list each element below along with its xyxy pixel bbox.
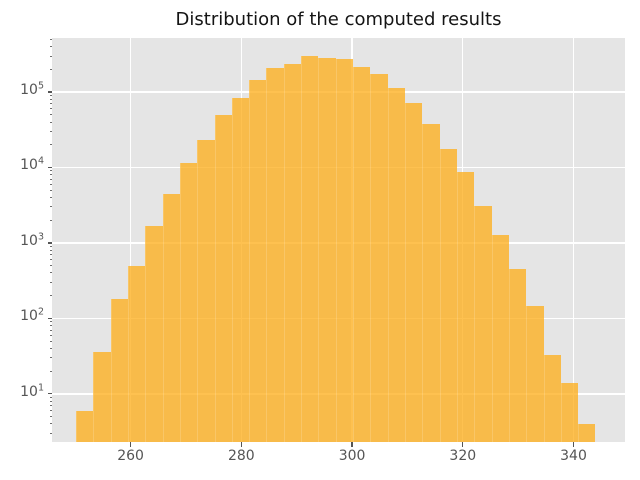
y-minor-tick xyxy=(49,170,52,172)
y-minor-tick xyxy=(49,347,52,349)
histogram-bar xyxy=(266,67,284,442)
x-major-tick xyxy=(130,442,132,447)
histogram-bar xyxy=(249,80,267,442)
histogram-bar xyxy=(526,305,544,442)
x-tick-label: 320 xyxy=(449,448,477,464)
x-tick-label: 300 xyxy=(338,448,366,464)
y-minor-tick xyxy=(49,272,52,274)
histogram-bar xyxy=(179,163,198,442)
y-minor-tick xyxy=(49,357,52,359)
histogram-bar xyxy=(439,149,457,442)
histogram-bar xyxy=(231,98,250,442)
x-gridline xyxy=(129,38,132,442)
histogram-bar xyxy=(93,351,111,442)
y-minor-tick xyxy=(49,329,52,331)
y-minor-tick xyxy=(49,410,52,412)
y-tick-label: 101 xyxy=(20,382,44,400)
histogram-bar xyxy=(318,58,336,442)
y-minor-tick xyxy=(49,295,52,297)
y-minor-tick xyxy=(49,121,52,123)
y-minor-tick xyxy=(49,174,52,176)
y-minor-tick xyxy=(49,114,52,116)
y-minor-tick xyxy=(49,206,52,208)
x-gridline xyxy=(572,38,575,442)
y-minor-tick xyxy=(49,259,52,261)
y-major-tick xyxy=(47,166,52,169)
histogram-bar xyxy=(543,354,561,442)
y-minor-tick xyxy=(49,265,52,267)
y-tick-label: 103 xyxy=(20,231,44,249)
y-major-tick xyxy=(47,91,52,93)
y-minor-tick xyxy=(49,321,52,323)
x-tick-label: 260 xyxy=(117,448,144,464)
y-tick-label: 105 xyxy=(20,80,44,99)
x-major-tick xyxy=(351,442,353,447)
histogram-bar xyxy=(422,124,440,442)
y-major-tick xyxy=(47,393,52,395)
y-minor-tick xyxy=(49,189,52,191)
histogram-bar xyxy=(405,103,423,442)
x-tick-label: 340 xyxy=(560,448,587,464)
y-tick-label: 104 xyxy=(20,155,44,174)
x-major-tick xyxy=(240,442,242,447)
histogram-bar xyxy=(214,114,232,442)
x-major-tick xyxy=(462,442,464,447)
histogram-bar xyxy=(387,88,405,442)
y-minor-tick xyxy=(49,103,52,105)
y-minor-tick xyxy=(49,400,52,402)
y-minor-tick xyxy=(49,46,52,48)
histogram-bar xyxy=(508,269,527,442)
histogram-bar xyxy=(145,226,163,442)
y-minor-tick xyxy=(49,334,52,336)
y-minor-tick xyxy=(49,197,52,198)
y-minor-tick xyxy=(49,249,52,251)
plot-area xyxy=(52,38,625,442)
y-minor-tick xyxy=(49,405,52,407)
y-minor-tick xyxy=(49,55,52,57)
histogram-bar xyxy=(127,265,146,442)
y-minor-tick xyxy=(49,38,52,40)
chart-title: Distribution of the computed results xyxy=(175,9,502,30)
histogram-bar xyxy=(301,56,319,442)
histogram-bar xyxy=(335,58,354,442)
histogram-bar xyxy=(491,234,509,442)
y-minor-tick xyxy=(49,183,52,185)
histogram-bar xyxy=(110,299,128,442)
y-minor-tick xyxy=(49,94,52,96)
histogram-bar xyxy=(578,423,596,442)
y-minor-tick xyxy=(49,370,52,372)
y-minor-tick xyxy=(49,432,52,434)
x-tick-label: 280 xyxy=(227,448,255,464)
histogram-bar xyxy=(162,193,180,442)
y-minor-tick xyxy=(49,396,52,398)
y-minor-tick xyxy=(49,98,52,100)
y-minor-tick xyxy=(49,423,52,425)
y-minor-tick xyxy=(49,178,52,180)
histogram-bar xyxy=(474,205,492,442)
y-tick-label: 102 xyxy=(20,306,44,325)
y-minor-tick xyxy=(49,108,52,110)
histogram-bar xyxy=(353,66,371,442)
y-minor-tick xyxy=(49,254,52,256)
histogram-bar xyxy=(456,172,475,442)
y-major-tick xyxy=(47,317,52,319)
y-minor-tick xyxy=(49,245,52,247)
y-major-tick xyxy=(47,242,52,244)
y-minor-tick xyxy=(49,68,52,70)
y-minor-tick xyxy=(49,281,52,283)
y-minor-tick xyxy=(49,219,52,221)
histogram-bar xyxy=(370,73,388,442)
y-minor-tick xyxy=(49,325,52,327)
y-minor-tick xyxy=(49,340,52,342)
histogram-bar xyxy=(283,64,302,442)
histogram-bar xyxy=(197,139,215,442)
x-major-tick xyxy=(572,442,575,447)
y-minor-tick xyxy=(49,416,52,418)
y-minor-tick xyxy=(49,130,52,132)
histogram-bar xyxy=(560,382,579,442)
y-minor-tick xyxy=(49,144,52,146)
histogram-bar xyxy=(75,410,94,442)
